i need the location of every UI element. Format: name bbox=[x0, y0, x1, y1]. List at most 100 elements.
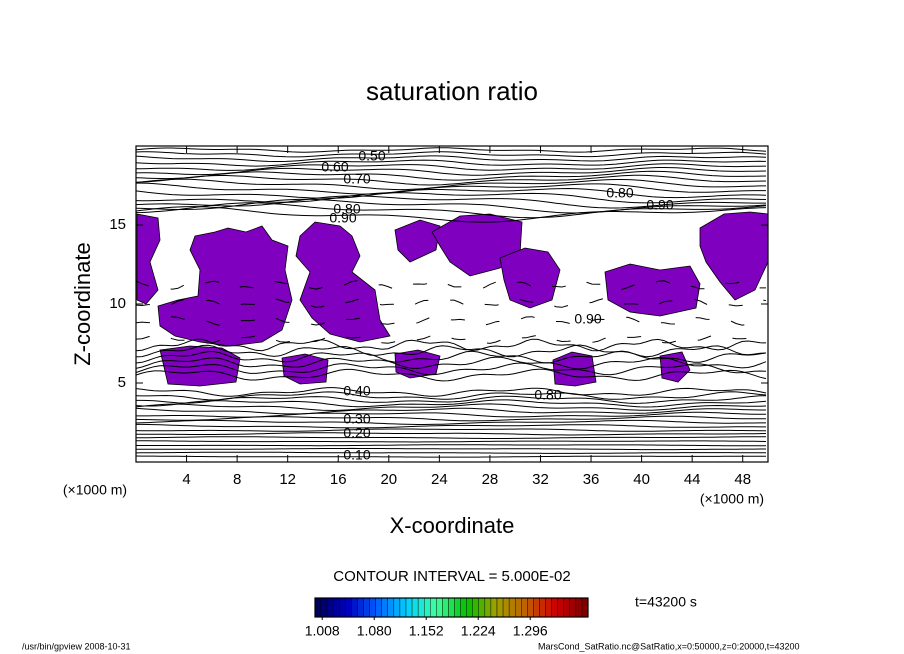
supersaturated-region bbox=[394, 219, 441, 263]
colorbar-swatch bbox=[490, 597, 498, 618]
contour-line bbox=[136, 395, 767, 404]
colorbar-swatch bbox=[320, 597, 328, 618]
contour-line bbox=[136, 280, 766, 290]
contour-line bbox=[136, 147, 767, 153]
colorbar-swatch bbox=[533, 597, 540, 618]
colorbar-swatch bbox=[314, 597, 322, 618]
colorbar-tick-label: 1.152 bbox=[409, 623, 444, 639]
colorbar-frame bbox=[314, 597, 589, 618]
colorbar-swatch bbox=[581, 597, 589, 618]
colorbar-swatch bbox=[339, 597, 346, 618]
x-axis-label: X-coordinate bbox=[390, 513, 515, 538]
contour-line bbox=[136, 423, 766, 429]
contour-line bbox=[136, 447, 766, 451]
footer-left: /usr/bin/gpview 2008-10-31 bbox=[22, 641, 131, 651]
contour-line bbox=[136, 451, 766, 454]
colorbar-swatch bbox=[351, 597, 358, 618]
supersaturated-region bbox=[157, 225, 293, 347]
colorbar-swatch bbox=[575, 597, 583, 618]
colorbar-swatch bbox=[448, 597, 455, 618]
colorbar-tick-label: 1.008 bbox=[305, 623, 340, 639]
colorbar-swatch bbox=[460, 597, 467, 618]
contour-line bbox=[136, 440, 767, 443]
x-axis-unit: (×1000 m) bbox=[700, 491, 764, 507]
contour-label: 0.30 bbox=[343, 411, 370, 427]
x-tick-label: 48 bbox=[734, 471, 751, 488]
contour-line bbox=[136, 399, 767, 408]
contour-line bbox=[136, 407, 766, 415]
y-tick-label: 5 bbox=[118, 374, 126, 391]
colorbar-swatch bbox=[466, 597, 473, 618]
colorbar-swatch bbox=[569, 597, 577, 618]
plot-area: 0.500.600.700.800.900.800.900.900.800.40… bbox=[136, 147, 768, 463]
colorbar-swatch bbox=[411, 597, 419, 618]
contour-line bbox=[136, 206, 767, 223]
contour-line bbox=[136, 444, 766, 447]
contour-line bbox=[136, 297, 767, 308]
y-axis-unit: (×1000 m) bbox=[63, 482, 127, 498]
colorbar-swatch bbox=[375, 597, 382, 618]
colorbar-swatch bbox=[454, 597, 461, 618]
contour-label: 0.80 bbox=[606, 185, 633, 201]
contour-line bbox=[136, 187, 767, 199]
contour-line bbox=[136, 344, 767, 358]
colorbar-swatch bbox=[563, 597, 571, 618]
x-tick-label: 16 bbox=[330, 471, 347, 488]
contour-line bbox=[136, 403, 767, 412]
colorbar-swatch bbox=[442, 597, 449, 618]
contour-line bbox=[136, 415, 767, 422]
contour-line bbox=[136, 362, 767, 376]
time-label: t=43200 s bbox=[635, 594, 697, 610]
colorbar-swatch bbox=[551, 597, 558, 618]
colorbar-swatch bbox=[326, 597, 334, 618]
y-tick-label: 10 bbox=[109, 295, 126, 312]
x-tick-label: 36 bbox=[583, 471, 600, 488]
colorbar-swatch bbox=[369, 597, 376, 618]
contour-line bbox=[136, 350, 767, 364]
x-tick-label: 28 bbox=[482, 471, 499, 488]
contour-line bbox=[136, 151, 767, 158]
contour-label: 0.40 bbox=[343, 383, 370, 399]
contour-line bbox=[136, 167, 767, 176]
colorbar-swatch bbox=[484, 597, 492, 618]
colorbar-swatch bbox=[363, 597, 370, 618]
contour-label: 0.20 bbox=[343, 425, 370, 441]
x-tick-label: 12 bbox=[279, 471, 296, 488]
contour-line bbox=[136, 198, 767, 214]
x-tick-label: 32 bbox=[532, 471, 549, 488]
contour-line bbox=[136, 159, 767, 167]
colorbar-swatch bbox=[399, 597, 407, 618]
x-tick-label: 8 bbox=[233, 471, 241, 488]
colorbar-swatch bbox=[417, 597, 425, 618]
colorbar-swatch bbox=[405, 597, 413, 618]
colorbar-tick-label: 1.296 bbox=[513, 623, 548, 639]
colorbar-swatch bbox=[539, 597, 546, 618]
x-tick-label: 4 bbox=[182, 471, 190, 488]
contour-label: 0.60 bbox=[321, 159, 348, 175]
contour-line bbox=[136, 192, 767, 204]
contour-line bbox=[136, 182, 766, 195]
x-tick-label: 20 bbox=[380, 471, 397, 488]
contour-label: 0.80 bbox=[333, 201, 360, 217]
contour-label: 0.70 bbox=[343, 171, 370, 187]
colorbar-swatch bbox=[357, 597, 364, 618]
contour-line bbox=[136, 174, 767, 186]
y-tick-label: 15 bbox=[109, 216, 126, 233]
colorbar-swatch bbox=[515, 597, 522, 618]
colorbar-swatch bbox=[387, 597, 395, 618]
supersaturated-region bbox=[295, 221, 391, 343]
contour-label: 0.90 bbox=[646, 197, 673, 213]
contour-line bbox=[136, 368, 767, 382]
colorbar-swatch bbox=[393, 597, 401, 618]
colorbar-swatch bbox=[424, 597, 431, 618]
contour-label: 0.90 bbox=[574, 311, 601, 327]
contour-line bbox=[136, 163, 767, 171]
contour-line bbox=[136, 387, 767, 397]
contour-line bbox=[136, 419, 766, 425]
contour-line bbox=[136, 356, 767, 370]
contour-line bbox=[136, 195, 766, 209]
contour-label: 0.10 bbox=[343, 447, 370, 463]
contour-line bbox=[136, 411, 766, 418]
contour-line bbox=[136, 391, 767, 401]
